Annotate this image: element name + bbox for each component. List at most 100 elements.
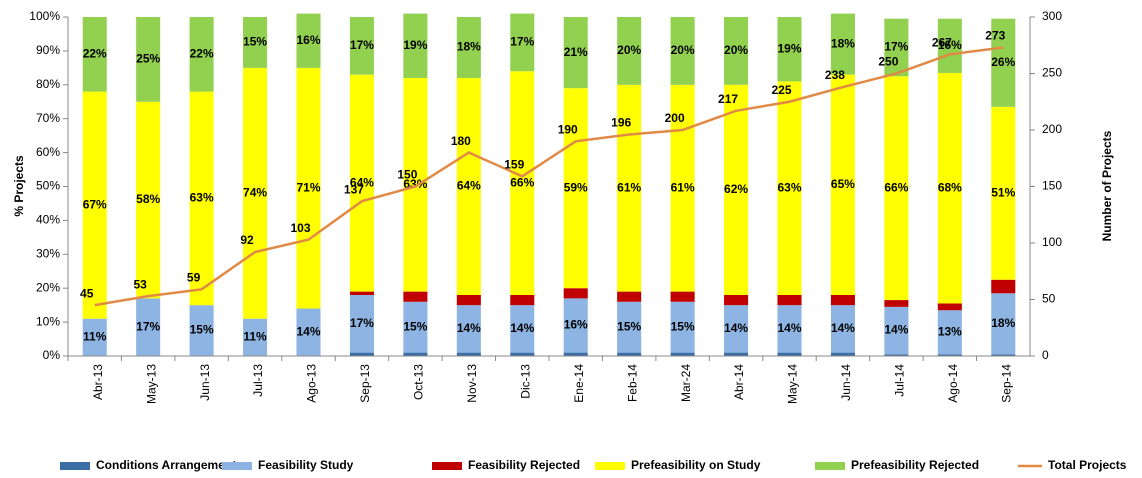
- y-tick-label: 60%: [36, 145, 60, 159]
- bar-value-label: 18%: [991, 316, 1015, 330]
- y-tick-label: 70%: [36, 111, 60, 125]
- bar-value-label: 14%: [724, 321, 748, 335]
- bar-segment: [243, 318, 268, 356]
- bar-segment: [937, 310, 962, 355]
- line-value-label: 250: [878, 55, 898, 69]
- bar-segment: [830, 294, 855, 306]
- bar-segment: [937, 354, 962, 356]
- bar-segment: [884, 18, 909, 77]
- bar-value-label: 67%: [83, 197, 107, 211]
- bar-segment: [456, 352, 481, 356]
- x-tick-label: Ago-13: [305, 364, 319, 403]
- legend-swatch: [222, 462, 252, 470]
- legend-label: Feasibility Study: [258, 458, 354, 472]
- bar-segment: [670, 291, 695, 302]
- bar-value-label: 20%: [671, 43, 695, 57]
- bar-segment: [243, 17, 268, 68]
- legend-swatch: [432, 462, 462, 470]
- bar-segment: [991, 106, 1016, 280]
- bar-segment: [724, 294, 749, 306]
- bar-segment: [403, 352, 428, 356]
- bar-segment: [777, 17, 802, 82]
- bar-value-label: 11%: [243, 330, 267, 344]
- bar-segment: [510, 294, 535, 306]
- bar-value-label: 14%: [777, 321, 801, 335]
- bar-value-label: 14%: [510, 321, 534, 335]
- line-value-label: 225: [771, 83, 791, 97]
- bar-value-label: 16%: [564, 318, 588, 332]
- line-value-label: 180: [451, 134, 471, 148]
- bar-segment: [82, 318, 107, 356]
- bar-value-label: 16%: [938, 38, 962, 52]
- bar-value-label: 11%: [83, 330, 107, 344]
- bar-value-label: 17%: [510, 35, 534, 49]
- bar-segment: [991, 354, 1016, 356]
- bar-segment: [617, 301, 642, 353]
- line-value-label: 103: [290, 221, 310, 235]
- bar-segment: [563, 352, 588, 356]
- y2-tick-label: 200: [1042, 122, 1062, 136]
- bar-segment: [510, 13, 535, 72]
- bar-value-label: 71%: [296, 180, 320, 194]
- y-tick-label: 100%: [29, 9, 60, 23]
- bar-segment: [777, 352, 802, 356]
- line-value-label: 238: [825, 68, 845, 82]
- bar-segment: [884, 300, 909, 307]
- line-value-label: 150: [397, 168, 417, 182]
- line-value-label: 92: [240, 233, 254, 247]
- legend-label: Feasibility Rejected: [468, 458, 580, 472]
- y-tick-label: 50%: [36, 179, 60, 193]
- x-tick-label: Abr-13: [91, 364, 105, 400]
- bar-value-label: 74%: [243, 185, 267, 199]
- x-tick-label: Ene-14: [572, 364, 586, 403]
- bar-value-label: 14%: [884, 323, 908, 337]
- bar-segment: [830, 74, 855, 295]
- bar-segment: [456, 17, 481, 79]
- bar-value-label: 16%: [296, 33, 320, 47]
- bar-segment: [296, 67, 321, 309]
- bar-segment: [189, 17, 214, 92]
- x-tick-label: Ago-14: [946, 364, 960, 403]
- y-tick-label: 10%: [36, 314, 60, 328]
- bar-segment: [563, 17, 588, 89]
- bar-segment: [884, 354, 909, 356]
- bar-segment: [724, 352, 749, 356]
- bar-value-label: 25%: [136, 52, 160, 66]
- bar-value-label: 64%: [457, 179, 481, 193]
- bar-value-label: 15%: [190, 323, 214, 337]
- y-tick-label: 40%: [36, 213, 60, 227]
- legend-swatch: [60, 462, 90, 470]
- bar-value-label: 17%: [350, 38, 374, 52]
- bar-value-label: 26%: [991, 55, 1015, 69]
- bar-segment: [884, 306, 909, 355]
- y-axis-label: % Projects: [12, 155, 26, 217]
- bar-segment: [82, 17, 107, 92]
- line-value-label: 273: [985, 29, 1005, 43]
- line-value-label: 59: [187, 271, 201, 285]
- bar-segment: [937, 18, 962, 73]
- bar-segment: [136, 17, 161, 102]
- bar-value-label: 58%: [136, 192, 160, 206]
- bar-segment: [403, 301, 428, 353]
- x-tick-label: Jul-13: [251, 364, 265, 397]
- bar-segment: [189, 91, 214, 306]
- bar-segment: [403, 78, 428, 292]
- y-tick-label: 30%: [36, 246, 60, 260]
- bar-value-label: 15%: [671, 319, 695, 333]
- bar-segment: [991, 18, 1016, 107]
- line-value-label: 200: [665, 111, 685, 125]
- bar-segment: [937, 72, 962, 304]
- x-tick-label: Sep-14: [999, 364, 1013, 403]
- bar-value-label: 68%: [938, 180, 962, 194]
- bar-value-label: 21%: [564, 45, 588, 59]
- bar-value-label: 20%: [724, 43, 748, 57]
- line-value-label: 45: [80, 286, 94, 300]
- bar-segment: [349, 294, 374, 353]
- bar-segment: [349, 291, 374, 295]
- bar-segment: [830, 13, 855, 75]
- bar-segment: [724, 84, 749, 295]
- bar-value-label: 15%: [617, 319, 641, 333]
- bar-segment: [724, 17, 749, 85]
- bar-segment: [403, 13, 428, 79]
- bar-segment: [136, 298, 161, 356]
